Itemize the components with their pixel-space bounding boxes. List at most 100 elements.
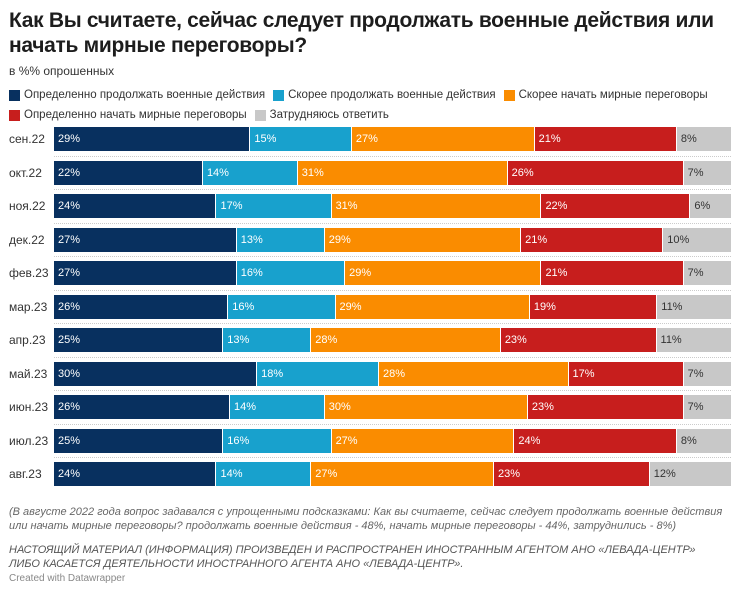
legend-label: Определенно продолжать военные действия: [24, 89, 266, 101]
category-label: мар.23: [9, 299, 48, 314]
row-separator: [54, 356, 731, 358]
bar-segment: 7%: [683, 160, 731, 185]
bar-segment: 24%: [54, 462, 217, 486]
bar-segment: 11%: [656, 328, 731, 352]
bar-segment: 7%: [683, 395, 731, 419]
category-label: фев.23: [9, 266, 49, 280]
legend-swatch: [254, 110, 266, 121]
bar-segment: 30%: [54, 361, 258, 386]
bar-segment: 17%: [568, 361, 684, 386]
bar-segment: 29%: [54, 127, 251, 151]
bar-row: дек.22 27% 13% 29% 21% 10%: [0, 227, 740, 252]
legend-swatch: [503, 90, 515, 101]
bar-segment: 8%: [676, 127, 731, 151]
row-separator: [54, 323, 731, 324]
category-label: авг.23: [9, 467, 42, 481]
bar-segment: 27%: [351, 127, 535, 151]
legend-label: Скорее начать мирные переговоры: [518, 89, 708, 101]
bar-segment: 16%: [228, 294, 336, 319]
bar-segment: 14%: [230, 395, 325, 419]
legend-item: Определенно продолжать военные действия: [9, 87, 265, 104]
footnote: (В августе 2022 года вопрос задавался с …: [9, 506, 723, 532]
legend-item: Затрудняюсь ответить: [254, 107, 389, 124]
bar-segment: 23%: [494, 462, 650, 486]
bar-row: мар.23 26% 16% 29% 19% 11%: [0, 294, 740, 319]
bar-segment: 28%: [378, 361, 569, 386]
row-separator: [54, 457, 731, 458]
bar-segment: 31%: [297, 160, 508, 185]
bar-segment: 13%: [223, 328, 312, 352]
bar-segment: 30%: [324, 395, 528, 419]
row-separator: [54, 155, 731, 157]
category-label: июл.23: [9, 433, 49, 448]
bar-segment: 27%: [331, 428, 515, 453]
disclaimer: НАСТОЯЩИЙ МАТЕРИАЛ (ИНФОРМАЦИЯ) ПРОИЗВЕД…: [9, 544, 696, 570]
bar-segment: 22%: [54, 160, 203, 185]
category-label: май.23: [9, 366, 48, 381]
category-label: окт.22: [9, 165, 42, 180]
bar-row: июл.23 25% 16% 27% 24% 8%: [0, 428, 740, 453]
bar-segment: 26%: [54, 294, 229, 319]
row-separator: [54, 189, 731, 190]
bar-segment: 25%: [54, 328, 224, 352]
bar-segment: 31%: [331, 194, 542, 218]
bar-row: сен.22 29% 15% 27% 21% 8%: [0, 127, 740, 151]
row-separator: [54, 390, 731, 391]
row-separator: [54, 222, 731, 224]
bar-segment: 14%: [202, 160, 298, 185]
bar-segment: 21%: [541, 261, 684, 285]
bar-segment: 18%: [257, 361, 379, 386]
bar-segment: 19%: [529, 294, 658, 319]
bar-segment: 21%: [521, 227, 664, 252]
bar-segment: 6%: [690, 194, 731, 218]
category-label: дек.22: [9, 232, 45, 247]
bar-row: ноя.22 24% 17% 31% 22% 6%: [0, 194, 740, 218]
bar-segment: 16%: [236, 261, 346, 285]
legend-label: Определенно начать мирные переговоры: [24, 109, 247, 121]
category-label: апр.23: [9, 333, 46, 347]
bar-segment: 26%: [507, 160, 684, 185]
bar-segment: 23%: [500, 328, 657, 352]
bar-segment: 29%: [324, 227, 522, 252]
row-separator: [54, 423, 731, 425]
bar-row: авг.23 24% 14% 27% 23% 12%: [0, 462, 740, 486]
bar-segment: 14%: [216, 462, 312, 486]
category-label: ноя.22: [9, 199, 46, 213]
bar-segment: 25%: [54, 428, 224, 453]
bar-segment: 7%: [683, 261, 731, 285]
bar-row: апр.23 25% 13% 28% 23% 11%: [0, 328, 740, 352]
bar-row: фев.23 27% 16% 29% 21% 7%: [0, 261, 740, 285]
legend-swatch: [9, 110, 20, 121]
legend-label: Затрудняюсь ответить: [269, 109, 389, 121]
row-separator: [54, 289, 731, 291]
bar-segment: 21%: [534, 127, 677, 151]
bar-row: окт.22 22% 14% 31% 26% 7%: [0, 160, 740, 185]
bar-segment: 29%: [345, 261, 542, 285]
legend-label: Скорее продолжать военные действия: [288, 89, 496, 101]
credit-link[interactable]: Created with Datawrapper: [9, 573, 126, 584]
bar-segment: 24%: [54, 194, 217, 218]
bar-segment: 11%: [657, 294, 731, 319]
bar-row: июн.23 26% 14% 30% 23% 7%: [0, 395, 740, 419]
bar-segment: 24%: [514, 428, 677, 453]
bar-row: май.23 30% 18% 28% 17% 7%: [0, 361, 740, 386]
bar-segment: 27%: [54, 261, 237, 285]
row-separator: [54, 256, 731, 257]
bar-segment: 26%: [54, 395, 231, 419]
legend-item: Определенно начать мирные переговоры: [9, 107, 247, 124]
legend-item: Скорее продолжать военные действия: [273, 87, 496, 104]
bar-segment: 22%: [541, 194, 691, 218]
bar-segment: 17%: [216, 194, 332, 218]
category-label: сен.22: [9, 132, 45, 146]
legend-swatch: [9, 90, 20, 101]
bar-segment: 10%: [663, 227, 731, 252]
legend-item: Скорее начать мирные переговоры: [503, 87, 708, 104]
bar-segment: 28%: [311, 328, 501, 352]
bar-segment: 13%: [236, 227, 325, 252]
chart-title: Как Вы считаете, сейчас следует продолжа…: [9, 9, 714, 57]
bar-segment: 16%: [223, 428, 332, 453]
chart-subtitle: в %% опрошенных: [9, 64, 115, 78]
bar-segment: 27%: [311, 462, 495, 486]
bar-segment: 7%: [683, 361, 731, 386]
legend-swatch: [273, 90, 285, 101]
